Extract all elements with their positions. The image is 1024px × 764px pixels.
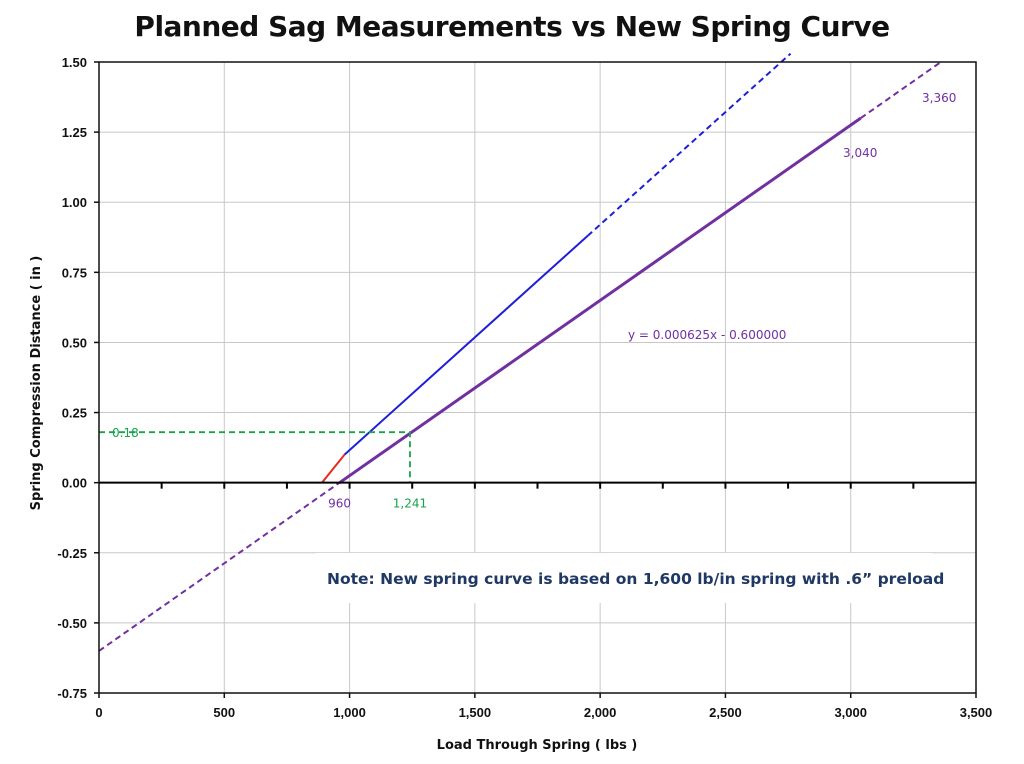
series-line-4 [338, 116, 862, 484]
annotations: 0.18 1,241 960 y = 0.000625x - 0.600000 3,04… [112, 91, 956, 603]
equation-label: y = 0.000625x - 0.600000 [628, 328, 786, 342]
x-intercept-label: 960 [328, 497, 351, 511]
y-tick-label: 0.00 [62, 476, 87, 491]
series-line-5 [98, 481, 341, 652]
y-tick-label: -0.25 [57, 546, 87, 561]
x-tick-label: 1,500 [459, 705, 492, 720]
x-tick-label: 3,500 [960, 705, 993, 720]
series-line-6 [860, 61, 942, 119]
x-tick-label: 0 [95, 705, 102, 720]
y-tick-label: 0.25 [62, 406, 87, 421]
y-tick-label: -0.75 [57, 686, 87, 701]
note-box [316, 553, 932, 603]
point-3360-label: 3,360 [922, 91, 956, 105]
series-lines [98, 52, 942, 652]
series-line-3 [586, 52, 792, 237]
sag-guide-lines [99, 431, 411, 483]
y-axis-title: Spring Compression Distance ( in ) [29, 256, 44, 511]
tick-labels: 0 500 1,000 1,500 2,000 2,500 3,000 3,500 -0.75 -… [57, 55, 992, 720]
x-axis-title: Load Through Spring ( lbs ) [437, 738, 638, 753]
x-tick-label: 2,500 [709, 705, 742, 720]
sag-value-label: 0.18 [112, 426, 139, 440]
series-line-1 [321, 453, 346, 484]
y-tick-label: 0.75 [62, 265, 87, 280]
sag-load-label: 1,241 [393, 497, 427, 511]
axes [94, 61, 977, 698]
point-3040-label: 3,040 [843, 146, 877, 160]
series-line-2 [343, 235, 589, 456]
chart-title: Planned Sag Measurements vs New Spring C… [134, 10, 890, 43]
y-tick-label: 0.50 [62, 335, 87, 350]
x-tick-label: 1,000 [333, 705, 366, 720]
y-tick-label: -0.50 [57, 616, 87, 631]
y-tick-label: 1.00 [62, 195, 87, 210]
note-text: Note: New spring curve is based on 1,600… [327, 570, 944, 588]
x-tick-label: 3,000 [834, 705, 867, 720]
y-tick-label: 1.25 [62, 125, 87, 140]
y-tick-label: 1.50 [62, 55, 87, 70]
plot-area-border [98, 61, 977, 694]
x-tick-label: 2,000 [584, 705, 617, 720]
x-tick-label: 500 [213, 705, 235, 720]
